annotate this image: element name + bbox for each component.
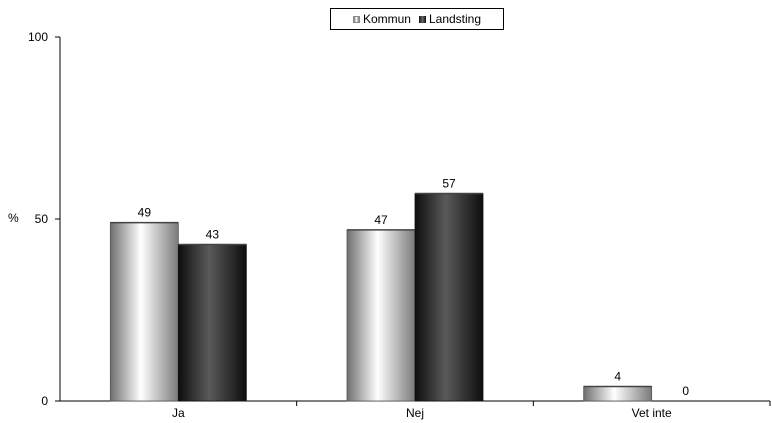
bar-kommun — [583, 386, 653, 402]
y-tick-label: 50 — [35, 212, 49, 226]
data-label: 4 — [614, 369, 621, 383]
legend-swatch-landsting — [418, 15, 426, 23]
data-label: 43 — [206, 227, 220, 241]
y-tick-label: 0 — [41, 394, 48, 408]
legend-label-kommun: Kommun — [362, 12, 411, 26]
x-tick-label: Nej — [406, 406, 424, 420]
bar-kommun — [346, 229, 416, 402]
legend-swatch-kommun — [352, 15, 360, 23]
x-tick-label: Ja — [172, 406, 185, 420]
legend-label-landsting: Landsting — [428, 12, 482, 26]
data-label: 57 — [442, 177, 456, 191]
y-tick-label: 100 — [28, 30, 48, 44]
legend-item-kommun: Kommun — [352, 12, 411, 26]
x-tick-label: Vet inte — [632, 406, 672, 420]
data-label: 49 — [138, 206, 152, 220]
y-axis-label: % — [8, 211, 19, 225]
legend: Kommun Landsting — [330, 8, 504, 30]
legend-item-landsting: Landsting — [418, 12, 482, 26]
data-label: 47 — [374, 213, 388, 227]
bar-landsting — [414, 193, 484, 402]
bar-kommun — [109, 222, 179, 402]
bar-landsting — [177, 244, 247, 402]
data-label: 0 — [682, 384, 689, 398]
